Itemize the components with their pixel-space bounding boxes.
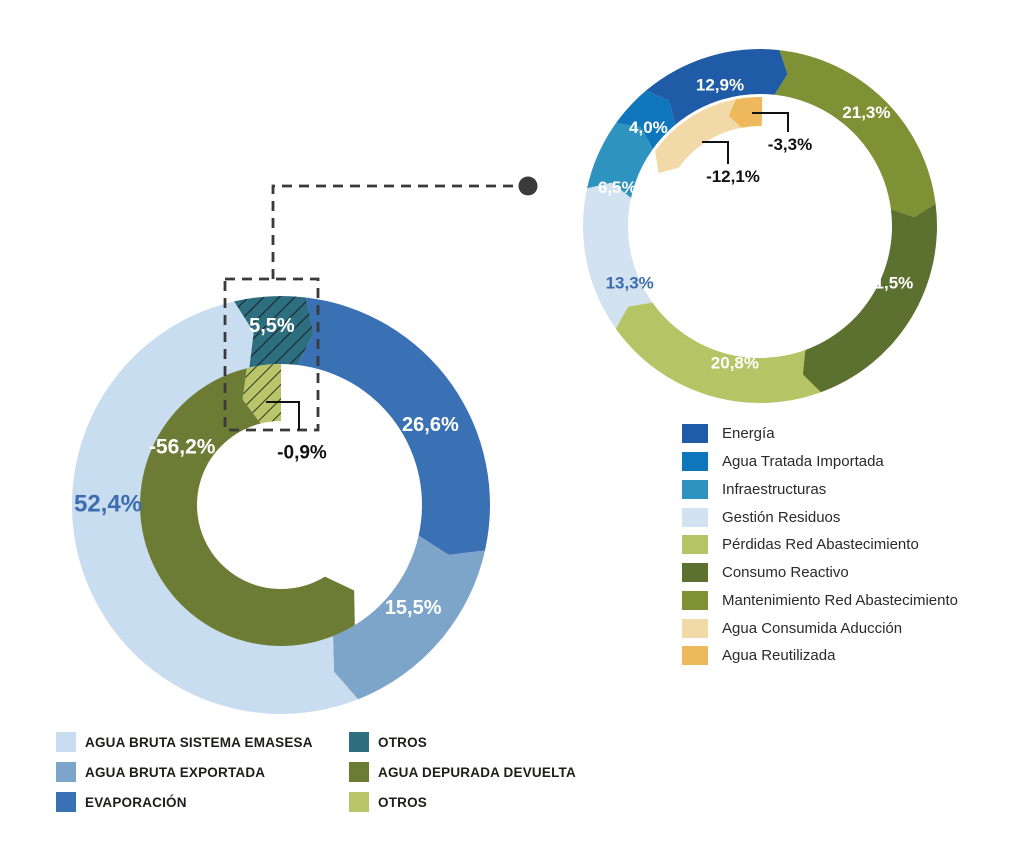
legend-label: Pérdidas Red Abastecimiento — [722, 536, 919, 554]
segment-label-evaporacion: 26,6% — [402, 414, 459, 436]
swatch-energia — [682, 424, 708, 444]
legend-label: Agua Reutilizada — [722, 647, 836, 665]
segment-agua-reutilizada — [728, 97, 763, 128]
legend-item: Agua Tratada Importada — [682, 448, 958, 476]
segment-agua-bruta-exportada — [332, 535, 485, 700]
swatch-gestion-residuos — [682, 507, 708, 527]
segment-infraestructuras — [587, 122, 653, 198]
segment-label-energia: 12,9% — [696, 76, 744, 95]
legend-label: Agua Tratada Importada — [722, 453, 884, 471]
segment-mantenimiento-red-abastecimiento — [774, 50, 936, 218]
legend-item: Pérdidas Red Abastecimiento — [682, 531, 958, 559]
segment-label-agua-bruta-sistema-emasesa: 52,4% — [74, 491, 142, 518]
segment-label-perdidas-red-abastecimiento: 20,8% — [711, 354, 759, 373]
swatch-infraestructuras — [682, 479, 708, 499]
legend-main-col2: OTROS AGUA DEPURADA DEVUELTA OTROS — [349, 727, 576, 817]
segment-label-agua-bruta-exportada: 15,5% — [385, 597, 442, 619]
water-balance-donut — [71, 296, 490, 715]
callout-line — [266, 401, 300, 430]
callout-otros-salida: -0,9% — [266, 401, 327, 464]
legend-item: Mantenimiento Red Abastecimiento — [682, 587, 958, 615]
legend-label: Gestión Residuos — [722, 508, 841, 526]
callout-label: -12,1% — [706, 167, 760, 186]
segment-otros-entrada — [233, 296, 314, 368]
swatch-agua-reutilizada — [682, 646, 708, 666]
legend-label: OTROS — [378, 794, 428, 810]
segment-label-consumo-reactivo: 21,5% — [865, 273, 913, 292]
swatch-agua-bruta-sistema-emasesa — [56, 732, 76, 752]
callout-label: -0,9% — [277, 443, 327, 464]
legend-item: Gestión Residuos — [682, 503, 958, 531]
segment-otros-salida — [242, 364, 281, 424]
legend-item: Energía — [682, 420, 958, 448]
legend-item: Consumo Reactivo — [682, 559, 958, 587]
legend-breakdown: Energía Agua Tratada Importada Infraestr… — [682, 420, 958, 670]
otros-breakdown-donut — [583, 49, 938, 404]
segment-consumo-reactivo — [802, 203, 938, 393]
legend-label: Agua Consumida Aducción — [722, 619, 903, 637]
segment-agua-tratada-importada — [616, 90, 676, 150]
legend-label: EVAPORACIÓN — [85, 794, 187, 810]
legend-item: AGUA DEPURADA DEVUELTA — [349, 757, 576, 787]
callout-label: -3,3% — [768, 135, 812, 154]
swatch-agua-consumida-aduccion — [682, 618, 708, 638]
segment-agua-bruta-sistema-emasesa — [71, 301, 359, 715]
legend-item: Infraestructuras — [682, 476, 958, 504]
segment-evaporacion — [297, 297, 490, 555]
swatch-evaporacion — [56, 792, 76, 812]
segment-label-agua-depurada-devuelta: -56,2% — [149, 435, 216, 458]
callout-line — [702, 141, 729, 164]
callout-line — [752, 112, 789, 132]
legend-item: OTROS — [349, 727, 576, 757]
segment-label-gestion-residuos: 13,3% — [606, 273, 654, 292]
segment-perdidas-red-abastecimiento — [615, 302, 821, 404]
segment-label-agua-tratada-importada: 4,0% — [629, 118, 668, 137]
zoom-link-annotation — [223, 176, 538, 432]
legend-label: AGUA BRUTA EXPORTADA — [85, 764, 266, 780]
callout-agua-reutilizada: -3,3% — [752, 112, 812, 154]
legend-label: AGUA BRUTA SISTEMA EMASESA — [85, 734, 313, 750]
zoom-area-dashed-rect — [223, 277, 320, 432]
segment-agua-consumida-aduccion — [655, 99, 742, 173]
segment-gestion-residuos — [583, 182, 653, 329]
segment-agua-depurada-devuelta — [139, 368, 355, 647]
swatch-perdidas-red — [682, 535, 708, 555]
segment-label-otros-entrada: 5,5% — [249, 315, 295, 337]
legend-label: Energía — [722, 425, 775, 443]
legend-item: AGUA BRUTA EXPORTADA — [56, 757, 313, 787]
zoom-connector-dot — [518, 176, 538, 196]
legend-main-col1: AGUA BRUTA SISTEMA EMASESA AGUA BRUTA EX… — [56, 727, 313, 817]
swatch-agua-depurada-devuelta — [349, 762, 369, 782]
segment-energia — [646, 49, 788, 125]
swatch-mantenimiento-red — [682, 590, 708, 610]
legend-item: Agua Consumida Aducción — [682, 614, 958, 642]
legend-label: Mantenimiento Red Abastecimiento — [722, 591, 958, 609]
legend-label: AGUA DEPURADA DEVUELTA — [378, 764, 576, 780]
callout-agua-consumida-aduccion: -12,1% — [702, 141, 760, 186]
swatch-agua-bruta-exportada — [56, 762, 76, 782]
legend-item: EVAPORACIÓN — [56, 787, 313, 817]
swatch-otros-entrada — [349, 732, 369, 752]
swatch-otros-salida — [349, 792, 369, 812]
legend-item: OTROS — [349, 787, 576, 817]
swatch-agua-tratada-importada — [682, 452, 708, 472]
swatch-consumo-reactivo — [682, 563, 708, 583]
segment-label-mantenimiento-red-abastecimiento: 21,3% — [842, 103, 890, 122]
zoom-connector-dashed-line — [271, 184, 518, 279]
segment-label-infraestructuras: 6,5% — [598, 178, 637, 197]
legend-item: AGUA BRUTA SISTEMA EMASESA — [56, 727, 313, 757]
legend-label: Consumo Reactivo — [722, 564, 849, 582]
legend-label: OTROS — [378, 734, 428, 750]
legend-item: Agua Reutilizada — [682, 642, 958, 670]
legend-label: Infraestructuras — [722, 480, 827, 498]
